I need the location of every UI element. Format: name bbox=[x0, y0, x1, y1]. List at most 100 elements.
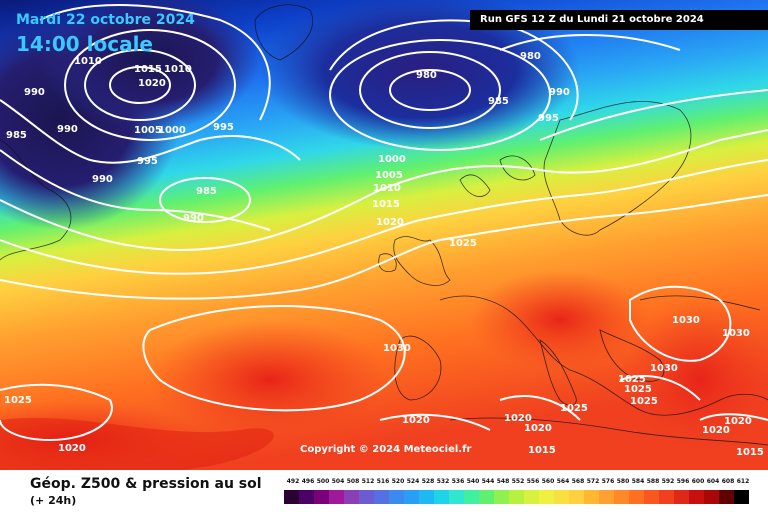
legend-color-swatch bbox=[704, 490, 719, 504]
pressure-label: 1020 bbox=[504, 413, 532, 424]
legend-color-swatch bbox=[359, 490, 374, 504]
legend-value-label: 504 bbox=[331, 478, 345, 485]
pressure-label: 1005 bbox=[134, 125, 162, 136]
pressure-label: 990 bbox=[183, 213, 204, 224]
legend-color-swatch bbox=[449, 490, 464, 504]
legend-color-swatch bbox=[434, 490, 449, 504]
product-title: Géop. Z500 & pression au sol bbox=[30, 476, 262, 492]
legend-color-swatch bbox=[419, 490, 434, 504]
pressure-label: 1015 bbox=[528, 445, 556, 456]
legend-color-swatch bbox=[389, 490, 404, 504]
legend-value-label: 556 bbox=[526, 478, 540, 485]
legend-color-swatch bbox=[614, 490, 629, 504]
pressure-label: 1020 bbox=[724, 416, 752, 427]
weather-map: 1010 1015 1010 1020 990 990 985 1005 100… bbox=[0, 0, 768, 470]
legend-value-label: 540 bbox=[466, 478, 480, 485]
legend-value-label: 512 bbox=[361, 478, 375, 485]
pressure-label: 1020 bbox=[376, 217, 404, 228]
legend-value-label: 600 bbox=[691, 478, 705, 485]
legend-value-label: 560 bbox=[541, 478, 555, 485]
pressure-label: 995 bbox=[137, 156, 158, 167]
pressure-label: 1010 bbox=[164, 64, 192, 75]
pressure-label: 1030 bbox=[650, 363, 678, 374]
pressure-label: 1015 bbox=[134, 64, 162, 75]
pressure-label: 995 bbox=[538, 113, 559, 124]
legend-color-swatch bbox=[404, 490, 419, 504]
legend-value-label: 520 bbox=[391, 478, 405, 485]
legend-value-label: 536 bbox=[451, 478, 465, 485]
legend-value-label: 564 bbox=[556, 478, 570, 485]
pressure-label: 985 bbox=[488, 96, 509, 107]
pressure-label: 1030 bbox=[672, 315, 700, 326]
product-subtitle: (+ 24h) bbox=[30, 494, 77, 507]
legend-value-label: 568 bbox=[571, 478, 585, 485]
legend-value-label: 548 bbox=[496, 478, 510, 485]
legend-color-swatch bbox=[494, 490, 509, 504]
legend-value-label: 572 bbox=[586, 478, 600, 485]
forecast-time: 14:00 locale bbox=[16, 32, 153, 56]
pressure-label: 1030 bbox=[722, 328, 750, 339]
legend-value-label: 500 bbox=[316, 478, 330, 485]
legend-value-label: 528 bbox=[421, 478, 435, 485]
coastlines bbox=[0, 4, 768, 446]
legend-value-label: 612 bbox=[736, 478, 750, 485]
legend-value-label: 492 bbox=[286, 478, 300, 485]
pressure-label: 985 bbox=[196, 186, 217, 197]
pressure-label: 1020 bbox=[702, 425, 730, 436]
pressure-label: 1020 bbox=[524, 423, 552, 434]
legend-color-swatch bbox=[629, 490, 644, 504]
color-scale-legend: 492 496 500 504 508 512 516 520 524 528 532 536 540 5… bbox=[284, 478, 752, 508]
legend-color-swatch bbox=[524, 490, 539, 504]
pressure-label: 1025 bbox=[560, 403, 588, 414]
legend-color-swatch bbox=[599, 490, 614, 504]
legend-value-label: 580 bbox=[616, 478, 630, 485]
pressure-label: 990 bbox=[24, 87, 45, 98]
legend-value-label: 524 bbox=[406, 478, 420, 485]
pressure-labels: 1010 1015 1010 1020 990 990 985 1005 100… bbox=[4, 51, 764, 458]
legend-color-swatch bbox=[299, 490, 314, 504]
legend-value-label: 576 bbox=[601, 478, 615, 485]
pressure-label: 1005 bbox=[375, 170, 403, 181]
pressure-label: 1015 bbox=[372, 199, 400, 210]
legend-value-label: 584 bbox=[631, 478, 645, 485]
pressure-label: 1020 bbox=[138, 78, 166, 89]
pressure-label: 995 bbox=[213, 122, 234, 133]
pressure-label: 990 bbox=[549, 87, 570, 98]
model-run-label: Run GFS 12 Z du Lundi 21 octobre 2024 bbox=[470, 10, 768, 30]
pressure-label: 1025 bbox=[449, 238, 477, 249]
legend-color-swatch bbox=[674, 490, 689, 504]
legend-value-label: 496 bbox=[301, 478, 315, 485]
pressure-label: 980 bbox=[416, 70, 437, 81]
legend-color-swatch bbox=[509, 490, 524, 504]
pressure-label: 1020 bbox=[58, 443, 86, 454]
isobars bbox=[0, 4, 768, 442]
legend-value-label: 552 bbox=[511, 478, 525, 485]
pressure-label: 1025 bbox=[4, 395, 32, 406]
legend-color-swatch bbox=[644, 490, 659, 504]
pressure-label: 1025 bbox=[630, 396, 658, 407]
legend-value-label: 596 bbox=[676, 478, 690, 485]
legend-color-swatch bbox=[659, 490, 674, 504]
legend-color-swatch bbox=[314, 490, 329, 504]
forecast-date: Mardi 22 octobre 2024 bbox=[16, 12, 195, 28]
legend-value-label: 608 bbox=[721, 478, 735, 485]
pressure-label: 985 bbox=[6, 130, 27, 141]
legend-value-label: 604 bbox=[706, 478, 720, 485]
copyright-notice: Copyright © 2024 Meteociel.fr bbox=[300, 444, 472, 455]
legend-color-swatch bbox=[329, 490, 344, 504]
pressure-label: 990 bbox=[92, 174, 113, 185]
legend-value-label: 532 bbox=[436, 478, 450, 485]
legend-value-label: 544 bbox=[481, 478, 495, 485]
geopotential-field: 1010 1015 1010 1020 990 990 985 1005 100… bbox=[0, 0, 768, 470]
legend-color-swatch bbox=[689, 490, 704, 504]
legend-value-label: 508 bbox=[346, 478, 360, 485]
pressure-label: 1025 bbox=[618, 374, 646, 385]
legend-color-swatch bbox=[464, 490, 479, 504]
pressure-label: 1020 bbox=[402, 415, 430, 426]
pressure-label: 980 bbox=[520, 51, 541, 62]
legend-color-swatch bbox=[344, 490, 359, 504]
legend-color-swatch bbox=[374, 490, 389, 504]
pressure-label: 1030 bbox=[383, 343, 411, 354]
legend-value-label: 588 bbox=[646, 478, 660, 485]
pressure-label: 1010 bbox=[373, 183, 401, 194]
